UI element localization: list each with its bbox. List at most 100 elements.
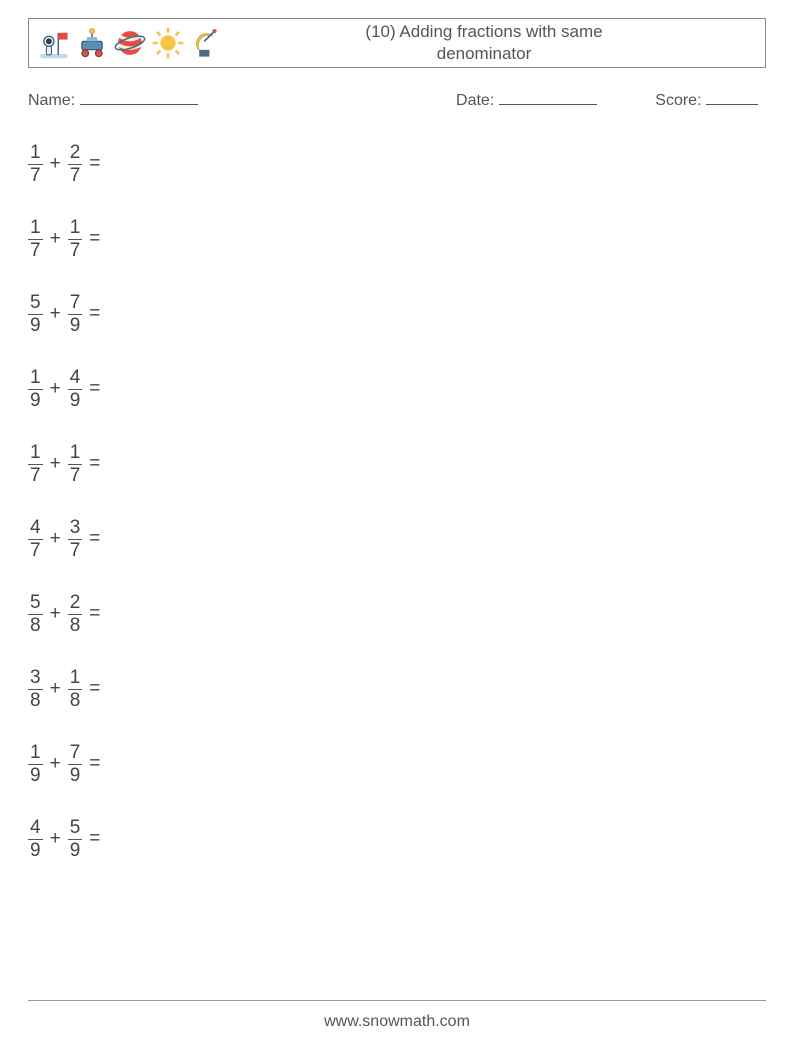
equals-sign: = [89,228,100,250]
plus-sign: + [50,228,61,250]
numerator: 5 [68,818,83,839]
problem-row: 17+27= [28,142,766,186]
fraction-a: 17 [28,143,43,186]
numerator: 7 [68,743,83,764]
problem-row: 17+17= [28,217,766,261]
problem-row: 59+79= [28,292,766,336]
problem-row: 17+17= [28,442,766,486]
score-blank [706,90,758,105]
date-label: Date: [456,92,494,109]
plus-sign: + [50,303,61,325]
denominator: 8 [28,614,43,636]
title-line2: denominator [437,44,532,63]
astronaut-flag-icon [37,26,71,60]
fraction-b: 59 [68,818,83,861]
worksheet-title: (10) Adding fractions with same denomina… [223,21,757,65]
fraction-b: 27 [68,143,83,186]
plus-sign: + [50,528,61,550]
denominator: 7 [28,164,43,186]
fraction-a: 17 [28,218,43,261]
denominator: 9 [28,389,43,411]
numerator: 5 [28,593,43,614]
name-label: Name: [28,92,75,109]
header-icons [37,26,223,60]
sun-icon [151,26,185,60]
problem-row: 58+28= [28,592,766,636]
fraction-b: 17 [68,443,83,486]
plus-sign: + [50,828,61,850]
equals-sign: = [89,603,100,625]
equals-sign: = [89,678,100,700]
fraction-a: 19 [28,368,43,411]
fraction-a: 58 [28,593,43,636]
equals-sign: = [89,153,100,175]
problem-row: 49+59= [28,817,766,861]
numerator: 7 [68,293,83,314]
fraction-b: 79 [68,743,83,786]
equals-sign: = [89,753,100,775]
numerator: 1 [68,668,83,689]
denominator: 8 [68,689,83,711]
equals-sign: = [89,303,100,325]
denominator: 7 [28,239,43,261]
denominator: 9 [28,839,43,861]
denominator: 9 [28,314,43,336]
numerator: 1 [28,743,43,764]
equals-sign: = [89,528,100,550]
problem-row: 47+37= [28,517,766,561]
denominator: 9 [68,764,83,786]
equals-sign: = [89,453,100,475]
fraction-a: 47 [28,518,43,561]
plus-sign: + [50,153,61,175]
fraction-b: 18 [68,668,83,711]
score-label: Score: [655,92,701,109]
problems-list: 17+27=17+17=59+79=19+49=17+17=47+37=58+2… [28,142,766,861]
equals-sign: = [89,828,100,850]
satellite-dish-icon [189,26,223,60]
fraction-a: 49 [28,818,43,861]
denominator: 9 [28,764,43,786]
denominator: 7 [28,539,43,561]
denominator: 9 [68,389,83,411]
numerator: 4 [28,518,43,539]
numerator: 1 [28,443,43,464]
fraction-b: 37 [68,518,83,561]
header-box: (10) Adding fractions with same denomina… [28,18,766,68]
denominator: 9 [68,839,83,861]
footer-url: www.snowmath.com [0,1013,794,1031]
fraction-b: 79 [68,293,83,336]
denominator: 8 [68,614,83,636]
numerator: 4 [28,818,43,839]
numerator: 5 [28,293,43,314]
denominator: 7 [68,539,83,561]
numerator: 1 [28,218,43,239]
numerator: 4 [68,368,83,389]
fraction-a: 38 [28,668,43,711]
fraction-b: 28 [68,593,83,636]
numerator: 1 [68,443,83,464]
numerator: 3 [68,518,83,539]
numerator: 2 [68,143,83,164]
plus-sign: + [50,453,61,475]
plus-sign: + [50,753,61,775]
denominator: 8 [28,689,43,711]
planet-icon [113,26,147,60]
fraction-a: 59 [28,293,43,336]
fraction-b: 49 [68,368,83,411]
plus-sign: + [50,603,61,625]
plus-sign: + [50,378,61,400]
mars-rover-icon [75,26,109,60]
numerator: 1 [68,218,83,239]
plus-sign: + [50,678,61,700]
numerator: 2 [68,593,83,614]
numerator: 1 [28,143,43,164]
fraction-a: 19 [28,743,43,786]
problem-row: 19+49= [28,367,766,411]
denominator: 7 [68,239,83,261]
numerator: 1 [28,368,43,389]
numerator: 3 [28,668,43,689]
problem-row: 19+79= [28,742,766,786]
denominator: 7 [68,464,83,486]
denominator: 7 [68,164,83,186]
title-line1: (10) Adding fractions with same [365,22,602,41]
